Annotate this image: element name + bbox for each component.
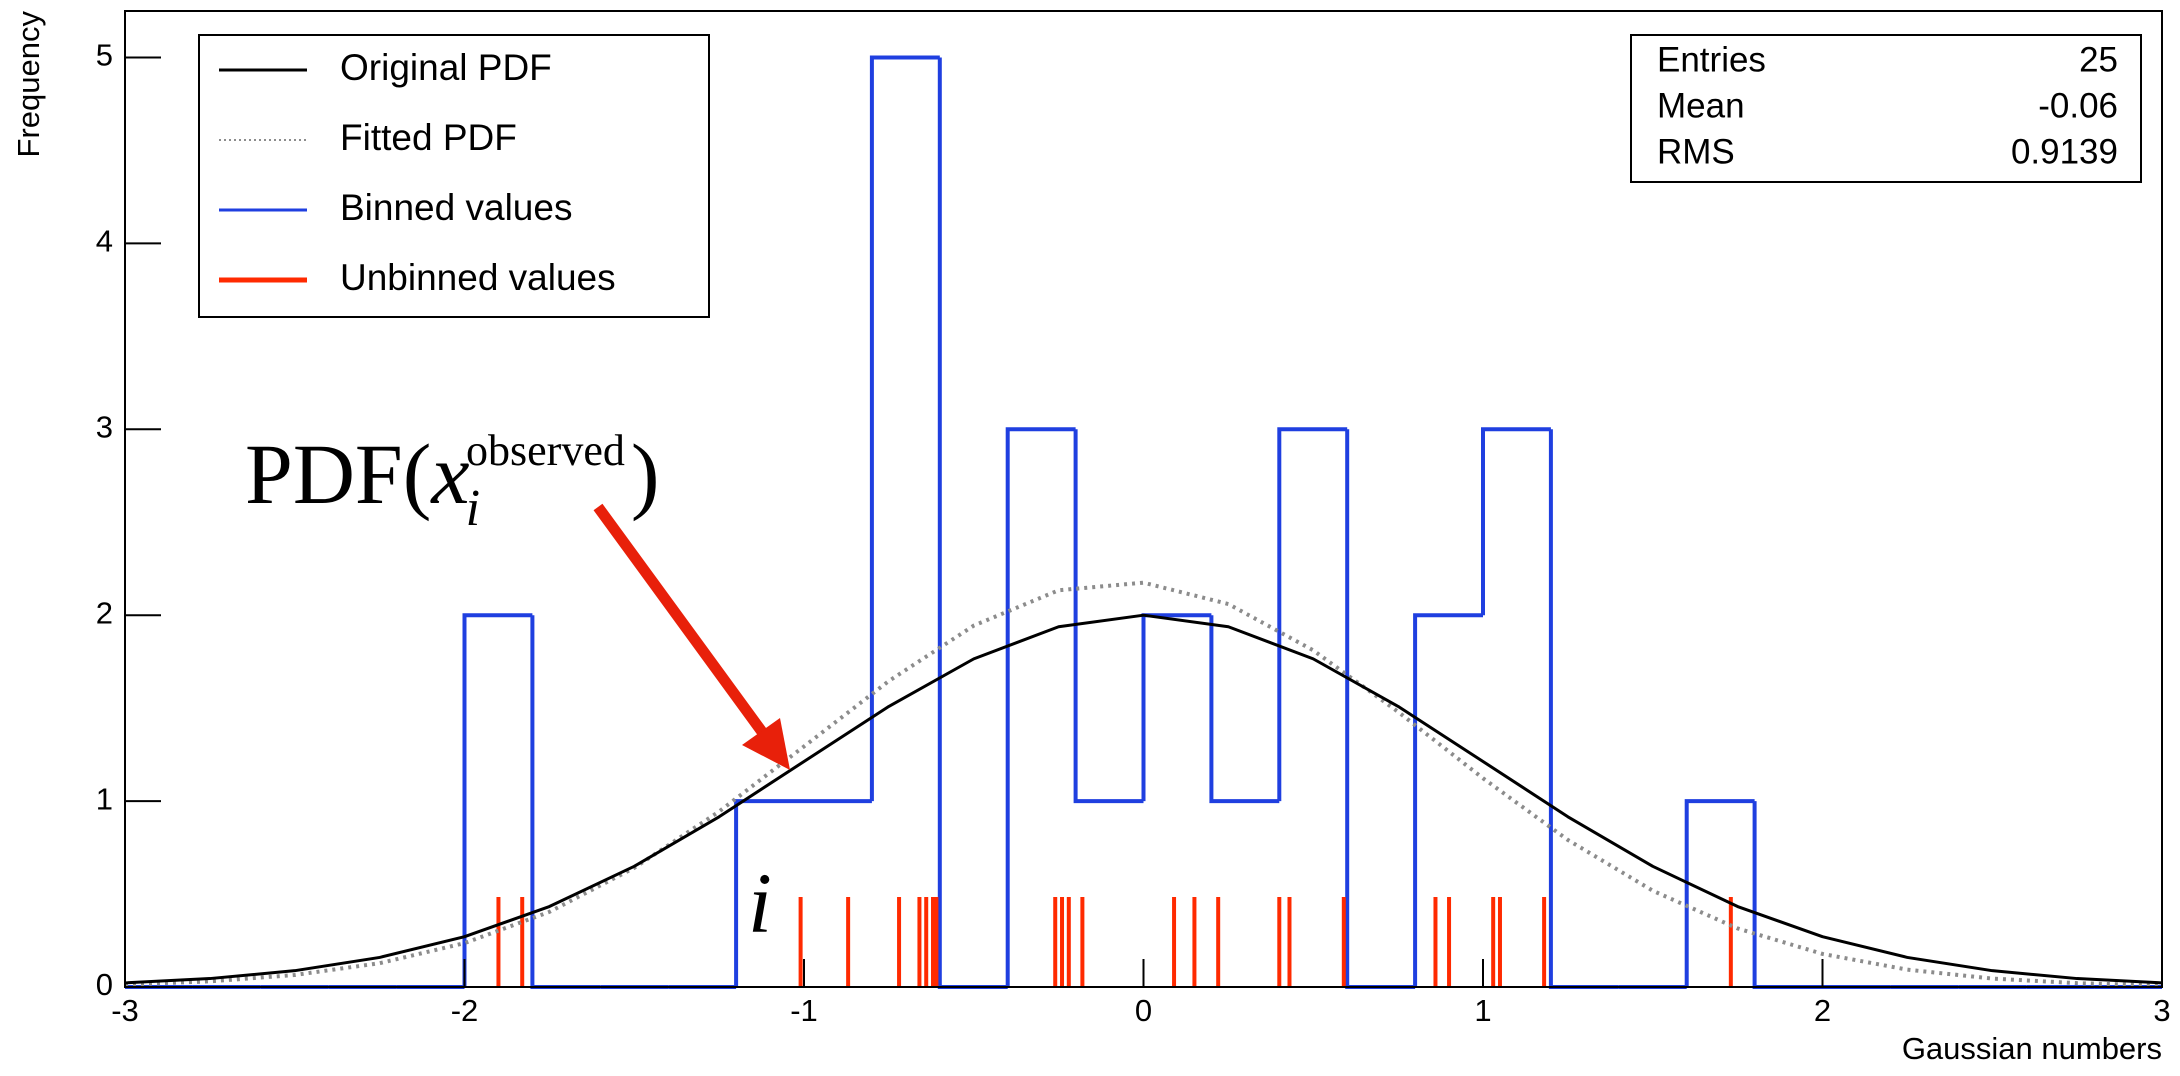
- histogram-bin: [462, 613, 533, 987]
- histogram-bin: [1345, 429, 1416, 989]
- stats-value: -0.06: [2038, 86, 2118, 125]
- annotation-close: ): [631, 426, 660, 522]
- annotation-arrow: [593, 503, 773, 744]
- histogram-bin: [1005, 427, 1076, 987]
- stats-box: Entries 25 Mean -0.06 RMS 0.9139: [1630, 34, 2142, 183]
- annotation-subscript: i: [466, 480, 480, 537]
- legend: Original PDF Fitted PDF Binned values Unbin…: [198, 34, 710, 318]
- histogram-bin: [530, 615, 601, 989]
- legend-box: [198, 34, 710, 318]
- stats-value: 0.9139: [2011, 132, 2118, 171]
- legend-label: Original PDF: [340, 47, 552, 88]
- histogram-bin: [1548, 429, 1619, 989]
- y-tick-label: 0: [96, 967, 113, 1002]
- annotation-arrowhead: [742, 718, 790, 770]
- histogram-bin: [1141, 613, 1212, 802]
- histogram-bin: [869, 55, 940, 802]
- y-tick-label: 3: [96, 409, 113, 444]
- y-tick-label: 1: [96, 781, 113, 816]
- histogram-bin: [734, 799, 804, 987]
- legend-label: Unbinned values: [340, 257, 616, 298]
- y-tick-label: 2: [96, 595, 113, 630]
- x-tick-label: -2: [451, 993, 479, 1028]
- x-tick-label: -3: [111, 993, 139, 1028]
- histogram-bin: [937, 57, 1008, 989]
- pdf-curve: [124, 613, 2163, 985]
- stats-value: 25: [2079, 40, 2118, 79]
- histogram-bin: [1684, 799, 1755, 987]
- legend-label: Binned values: [340, 187, 572, 228]
- y-axis-label: Frequency: [11, 11, 46, 158]
- x-tick-label: 2: [1814, 993, 1831, 1028]
- y-tick-label: 4: [96, 224, 113, 259]
- annotation: PDF(xi observed): [245, 426, 660, 537]
- annotation-function: PDF(: [245, 426, 431, 522]
- histogram-bin: [1209, 615, 1280, 804]
- legend-label: Fitted PDF: [340, 117, 517, 158]
- y-tick-label: 5: [96, 38, 113, 73]
- fitted-curve: [124, 580, 2163, 988]
- histogram-bin: [1073, 429, 1144, 804]
- histogram-bin: [1413, 613, 1483, 987]
- histogram-bin: [1752, 801, 1823, 989]
- annotation-variable: x: [429, 426, 469, 522]
- stats-frame: [1630, 34, 2142, 183]
- histogram-bin: [1277, 427, 1348, 802]
- stats-label: RMS: [1657, 132, 1735, 171]
- histogram-bin: [1481, 427, 1551, 616]
- stats-label: Entries: [1657, 40, 1766, 79]
- index-label: i: [748, 855, 772, 951]
- x-tick-label: 0: [1135, 993, 1152, 1028]
- x-axis-label: Gaussian numbers: [1902, 1031, 2162, 1066]
- stats-label: Mean: [1657, 86, 1745, 125]
- annotation-superscript: observed: [466, 426, 625, 475]
- x-tick-label: -1: [790, 993, 818, 1028]
- x-tick-label: 3: [2153, 993, 2170, 1028]
- x-tick-label: 1: [1474, 993, 1491, 1028]
